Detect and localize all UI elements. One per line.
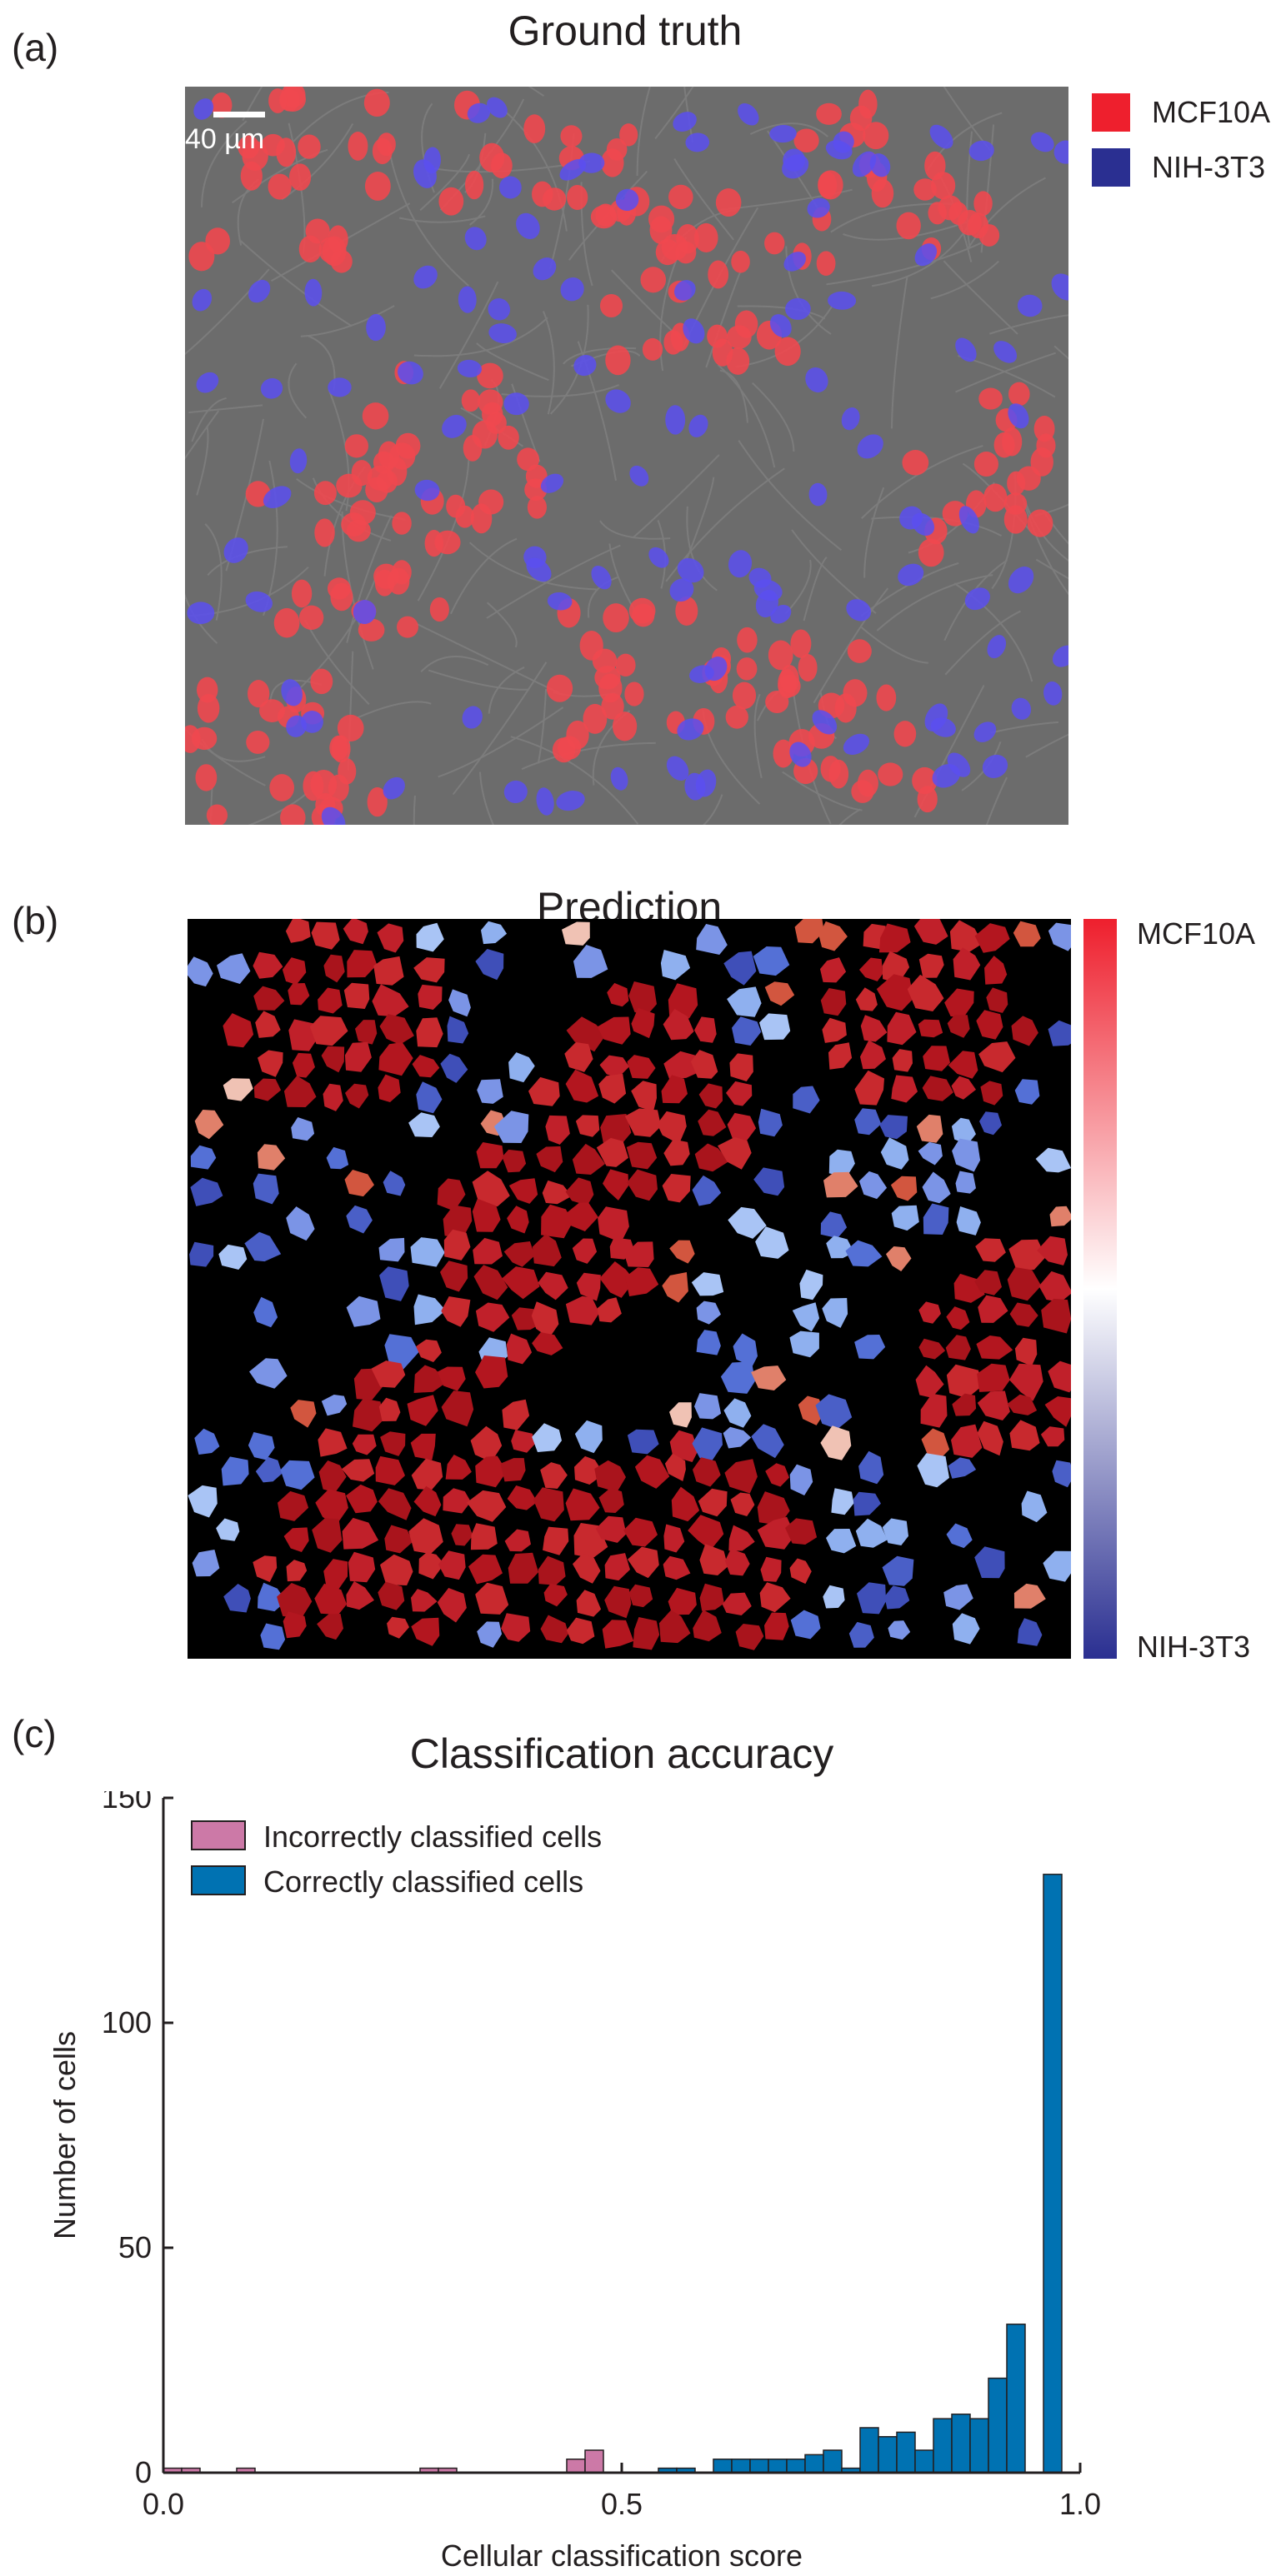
legend-swatch-correct bbox=[191, 1865, 246, 1895]
y-tick-label: 100 bbox=[102, 2005, 152, 2039]
bar-correct bbox=[713, 2459, 733, 2474]
histogram-legend: Incorrectly classified cells Correctly c… bbox=[191, 1820, 602, 1899]
histogram-bars bbox=[163, 1874, 1063, 2474]
bar-correct bbox=[914, 2449, 934, 2474]
y-axis-label: Number of cells bbox=[48, 2031, 82, 2239]
colorbar-bottom-label: NIH-3T3 bbox=[1137, 1630, 1251, 1664]
bar-incorrect bbox=[584, 2449, 604, 2474]
prediction-colorbar bbox=[1083, 919, 1117, 1659]
scale-bar-label: 40 µm bbox=[185, 123, 265, 155]
bar-correct bbox=[988, 2377, 1008, 2474]
bar-correct bbox=[786, 2459, 806, 2474]
legend-label-incorrect: Incorrectly classified cells bbox=[263, 1820, 602, 1854]
x-axis-label: Cellular classification score bbox=[441, 2539, 803, 2573]
legend-label-correct: Correctly classified cells bbox=[263, 1865, 583, 1899]
legend-swatch-mcf10a bbox=[1092, 93, 1130, 132]
bar-incorrect bbox=[566, 2459, 586, 2474]
ground-truth-micrograph: 40 µm bbox=[137, 25, 1167, 932]
legend-swatch-incorrect bbox=[191, 1820, 246, 1850]
legend-label-mcf10a: MCF10A bbox=[1152, 95, 1271, 129]
legend-item-nih3t3: NIH-3T3 bbox=[1092, 148, 1270, 187]
axis-ticks: 0.0 0.5 1.0 0 50 100 150 bbox=[102, 1791, 1101, 2521]
panel-a-label: (a) bbox=[12, 26, 59, 69]
ground-truth-legend: MCF10A NIH-3T3 bbox=[1092, 93, 1270, 187]
legend-swatch-nih3t3 bbox=[1092, 148, 1130, 187]
bar-correct bbox=[1006, 2324, 1026, 2474]
bar-correct bbox=[823, 2449, 843, 2474]
panel-b-label: (b) bbox=[12, 899, 59, 942]
bar-correct bbox=[951, 2414, 971, 2474]
bar-correct bbox=[969, 2418, 989, 2474]
prediction-map bbox=[183, 912, 1078, 1659]
bar-correct bbox=[878, 2436, 898, 2474]
micrograph-image bbox=[137, 25, 1167, 932]
bar-correct bbox=[896, 2431, 916, 2474]
legend-item-mcf10a: MCF10A bbox=[1092, 93, 1270, 132]
bar-correct bbox=[749, 2459, 769, 2474]
y-tick-label: 50 bbox=[118, 2230, 152, 2264]
panel-a-title: Ground truth bbox=[508, 7, 743, 54]
panel-c-title: Classification accuracy bbox=[409, 1730, 834, 1777]
bar-correct bbox=[768, 2459, 788, 2474]
x-tick-label: 1.0 bbox=[1059, 2487, 1101, 2521]
classification-histogram: 0.0 0.5 1.0 0 50 100 150 Cellular classificati… bbox=[48, 1791, 1101, 2573]
legend-label-nih3t3: NIH-3T3 bbox=[1152, 150, 1266, 184]
y-tick-label: 150 bbox=[102, 1791, 152, 1815]
y-tick-label: 0 bbox=[135, 2455, 152, 2489]
bar-correct bbox=[859, 2427, 879, 2474]
x-tick-label: 0.5 bbox=[601, 2487, 643, 2521]
scale-bar bbox=[213, 112, 265, 117]
bar-correct bbox=[1043, 1874, 1063, 2474]
bar-correct bbox=[731, 2459, 751, 2474]
panel-c-label: (c) bbox=[12, 1712, 57, 1755]
x-tick-label: 0.0 bbox=[143, 2487, 184, 2521]
bar-correct bbox=[804, 2454, 824, 2474]
prediction-segmentation bbox=[183, 912, 1078, 1650]
bar-correct bbox=[933, 2418, 953, 2474]
colorbar-top-label: MCF10A bbox=[1137, 916, 1256, 951]
